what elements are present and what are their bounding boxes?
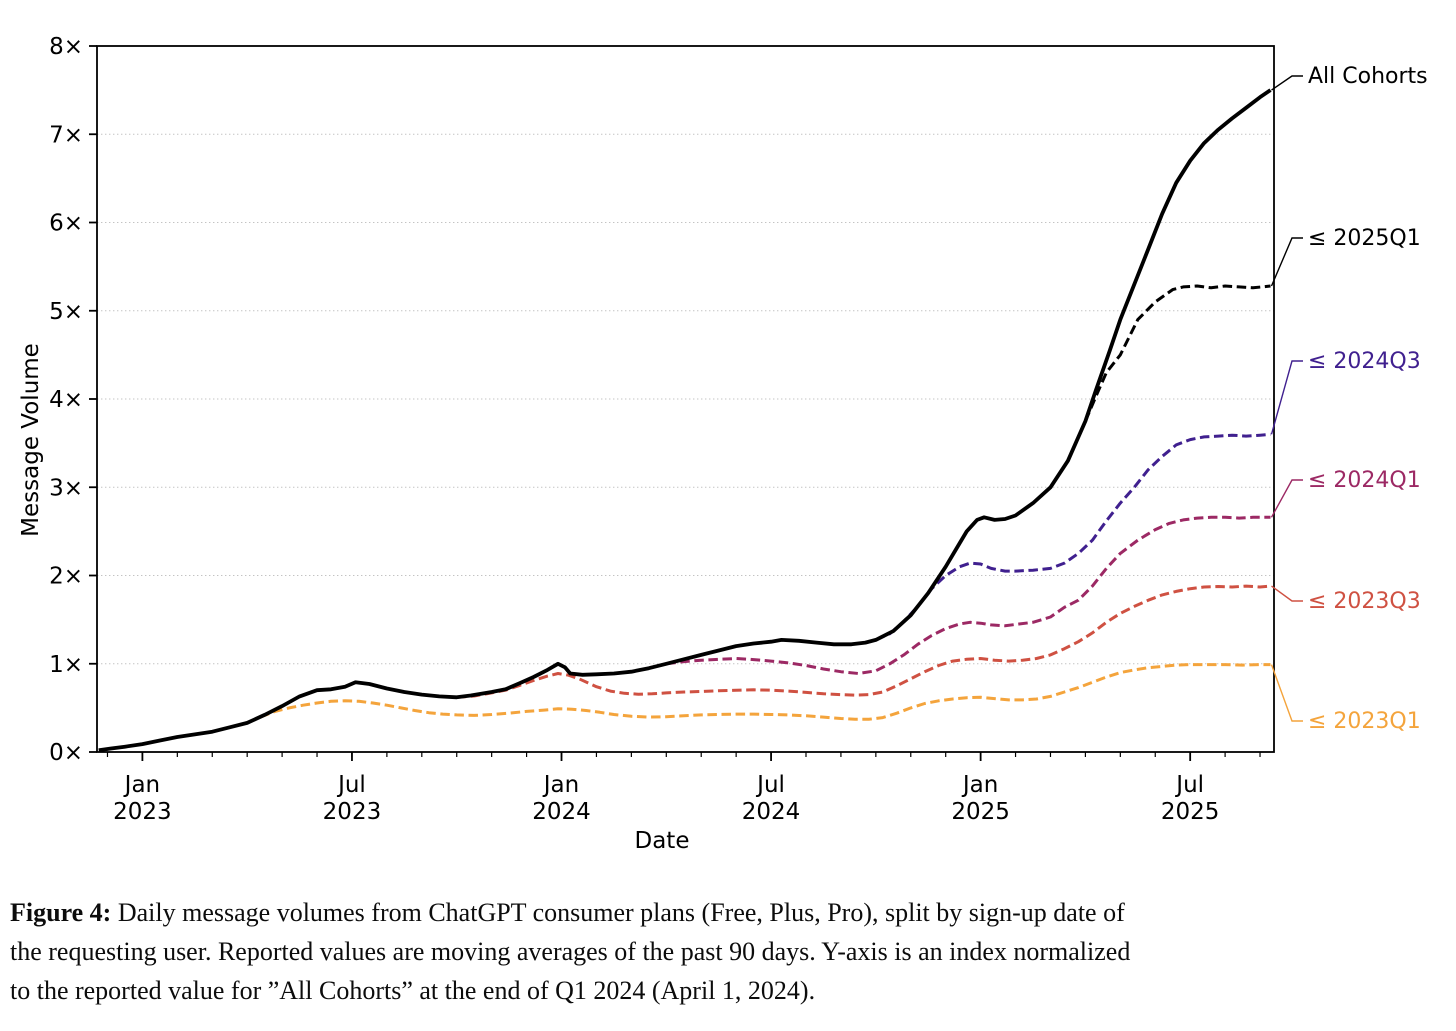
series-line-2023q1 xyxy=(246,663,1271,725)
caption-line-2: the requesting user. Reported values are… xyxy=(10,937,1131,966)
x-tick-label-month: Jul xyxy=(336,772,366,798)
x-tick-label-month: Jul xyxy=(1174,772,1204,798)
x-tick-label-year: 2024 xyxy=(742,799,801,825)
figure-4-chart: 0× 1× 2× 3× 4× 5× 6× 7× 8× Jan 2023 Jul 2023 Jan 2024 J… xyxy=(18,34,1428,854)
series-line-all-cohorts xyxy=(98,88,1272,753)
x-tick-label-year: 2025 xyxy=(1161,799,1220,825)
series-line-2024q1 xyxy=(666,515,1271,675)
series-label-2024q1: ≤ 2024Q1 xyxy=(1308,468,1421,493)
series-label-2023q3: ≤ 2023Q3 xyxy=(1308,589,1421,614)
y-tick-label-6: 6× xyxy=(49,211,83,237)
x-tick-label-year: 2023 xyxy=(323,799,382,825)
x-tick-label-month: Jul xyxy=(755,772,785,798)
series-leader-2024q1 xyxy=(1270,479,1303,518)
x-tick-label-month: Jan xyxy=(542,772,579,798)
series-leader-2025q1 xyxy=(1270,237,1303,287)
series-label-2024q3: ≤ 2024Q3 xyxy=(1308,349,1421,374)
x-tick-label-month: Jan xyxy=(123,772,160,798)
series-line-2025q1 xyxy=(1084,284,1271,422)
x-tick-label-year: 2024 xyxy=(532,799,591,825)
x-tick-label-year: 2023 xyxy=(113,799,172,825)
y-tick-label-5: 5× xyxy=(49,299,83,325)
series-leader-all-cohorts xyxy=(1271,75,1303,91)
y-tick-label-0: 0× xyxy=(49,740,83,766)
series-line-2024q3 xyxy=(875,432,1271,642)
y-tick-label-7: 7× xyxy=(49,122,83,148)
y-tick-label-4: 4× xyxy=(49,387,83,413)
series-leader-2023q3 xyxy=(1271,585,1303,602)
x-axis-label: Date xyxy=(635,828,690,854)
y-tick-label-3: 3× xyxy=(49,475,83,501)
caption-line-1-text: Daily message volumes from ChatGPT consu… xyxy=(111,898,1125,927)
x-tick-label-month: Jan xyxy=(961,772,998,798)
y-tick-label-2: 2× xyxy=(49,564,83,590)
series-label-2025q1: ≤ 2025Q1 xyxy=(1308,226,1421,251)
y-tick-label-1: 1× xyxy=(49,652,83,678)
caption-line-1: Figure 4: Daily message volumes from Cha… xyxy=(10,893,1448,932)
figure-caption: Figure 4: Daily message volumes from Cha… xyxy=(10,893,1448,1010)
caption-line-3: to the reported value for ”All Cohorts” … xyxy=(10,976,816,1005)
series-label-2023q1: ≤ 2023Q1 xyxy=(1308,709,1421,734)
message-volume-line-chart: 0×1×2×3×4×5×6×7×8×Jan2023Jul2023Jan2024J… xyxy=(18,34,1428,854)
caption-figure-label: Figure 4: xyxy=(10,898,112,927)
series-line-2023q3 xyxy=(456,584,1271,699)
series-leader-2023q1 xyxy=(1270,664,1303,722)
x-tick-label-year: 2025 xyxy=(951,799,1010,825)
series-label-all-cohorts: All Cohorts xyxy=(1308,64,1428,89)
series-leader-2024q3 xyxy=(1270,360,1303,435)
y-tick-label-8: 8× xyxy=(49,34,83,60)
y-axis-label: Message Volume xyxy=(18,343,44,537)
